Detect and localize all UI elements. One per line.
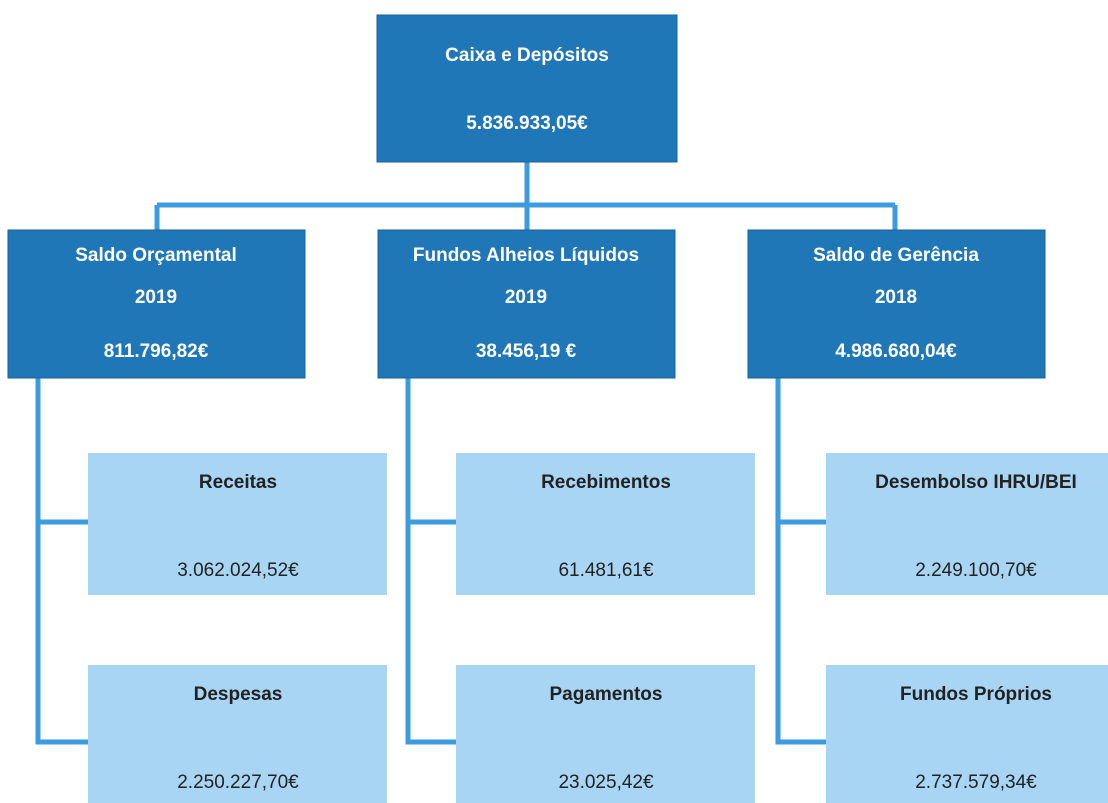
- group-year: 2019: [135, 287, 177, 308]
- group-year: 2019: [505, 287, 547, 308]
- group-value: 4.986.680,04€: [835, 341, 957, 362]
- group-year: 2018: [875, 287, 917, 308]
- group-box: [7, 229, 306, 379]
- child-label: Despesas: [194, 684, 283, 705]
- connector: [35, 378, 88, 745]
- child-label: Pagamentos: [550, 684, 663, 705]
- connector: [154, 162, 898, 230]
- group-label: Saldo Orçamental: [75, 245, 237, 266]
- root-box: [376, 14, 678, 163]
- group-label: Fundos Alheios Líquidos: [413, 245, 639, 266]
- child-box: [456, 453, 755, 595]
- group-value: 38.456,19 €: [476, 341, 577, 362]
- child-box: [456, 665, 755, 803]
- child-label: Receitas: [199, 472, 277, 493]
- child-value: 23.025,42€: [558, 772, 654, 793]
- child-box: [826, 665, 1108, 803]
- group-label: Saldo de Gerência: [813, 245, 979, 266]
- child-value: 61.481,61€: [558, 560, 654, 581]
- connector: [405, 378, 456, 745]
- root-label: Caixa e Depósitos: [445, 45, 609, 66]
- connector: [775, 378, 826, 745]
- child-box: [88, 665, 387, 803]
- group-box: [377, 229, 676, 379]
- group-box: [747, 229, 1046, 379]
- child-value: 2.249.100,70€: [915, 560, 1037, 581]
- root-value: 5.836.933,05€: [466, 113, 588, 134]
- child-box: [88, 453, 387, 595]
- child-value: 2.250.227,70€: [177, 772, 299, 793]
- child-box: [826, 453, 1108, 595]
- group-value: 811.796,82€: [104, 341, 209, 362]
- child-label: Desembolso IHRU/BEI: [875, 472, 1077, 493]
- child-label: Recebimentos: [541, 472, 671, 493]
- child-value: 3.062.024,52€: [177, 560, 299, 581]
- child-value: 2.737.579,34€: [915, 772, 1037, 793]
- child-label: Fundos Próprios: [900, 684, 1052, 705]
